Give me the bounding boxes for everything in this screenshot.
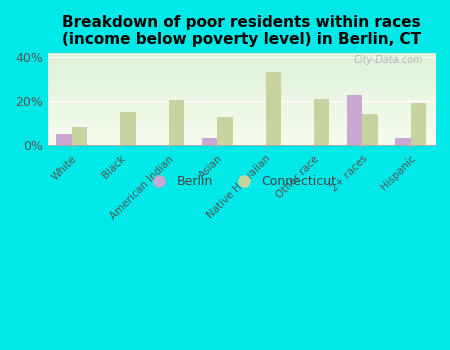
Text: City-Data.com: City-Data.com (354, 56, 423, 65)
Bar (314, 99, 329, 145)
Bar (72, 127, 87, 145)
Bar (395, 138, 411, 145)
Title: Breakdown of poor residents within races
(income below poverty level) in Berlin,: Breakdown of poor residents within races… (62, 15, 421, 47)
Bar (56, 134, 72, 145)
Bar (266, 72, 281, 145)
Bar (347, 95, 362, 145)
Bar (217, 117, 233, 145)
Bar (169, 100, 184, 145)
Legend: Berlin, Connecticut: Berlin, Connecticut (141, 170, 342, 194)
Bar (120, 112, 136, 145)
Bar (411, 103, 426, 145)
Bar (202, 138, 217, 145)
Bar (362, 114, 378, 145)
